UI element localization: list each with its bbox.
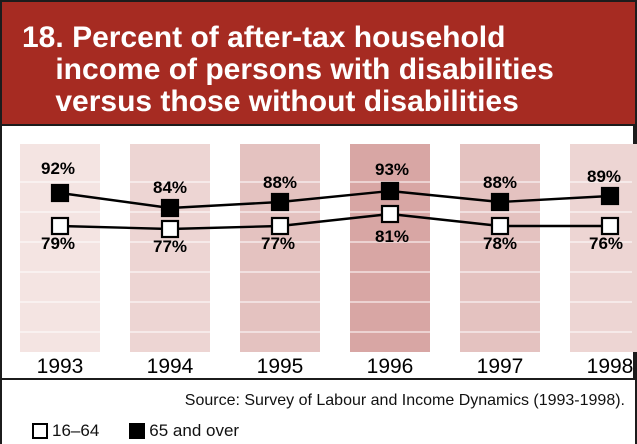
- title-bar: 18. Percent of after-tax household incom…: [0, 0, 637, 126]
- data-point-16-64-1998: [600, 216, 620, 236]
- data-point-16-64-1997: [490, 216, 510, 236]
- legend: 16–64 65 and over: [32, 420, 269, 442]
- data-label-65-over-1998: 89%: [587, 167, 621, 186]
- legend-label-65-over: 65 and over: [149, 421, 240, 440]
- legend-label-16-64: 16–64: [52, 421, 100, 440]
- title-line-3: versus those without disabilities: [55, 85, 519, 118]
- data-point-65-over-1994: [160, 198, 180, 218]
- x-tick-label-1996: 1996: [367, 355, 414, 378]
- data-label-16-64-1996: 81%: [375, 227, 409, 246]
- data-point-65-over-1998: [600, 186, 620, 206]
- data-point-65-over-1995: [270, 192, 290, 212]
- open-square-icon: [32, 423, 48, 439]
- x-tick-label-1998: 1998: [587, 355, 634, 378]
- chart-title: 18. Percent of after-tax household incom…: [22, 22, 632, 118]
- data-label-16-64-1993: 79%: [41, 234, 75, 253]
- data-label-16-64-1995: 77%: [261, 234, 295, 253]
- data-point-16-64-1994: [160, 219, 180, 239]
- data-label-65-over-1995: 88%: [263, 173, 297, 192]
- x-tick-label-1995: 1995: [257, 355, 304, 378]
- legend-item-65-over: 65 and over: [129, 421, 239, 441]
- x-tick-label-1993: 1993: [37, 355, 84, 378]
- x-tick-label-1994: 1994: [147, 355, 194, 378]
- data-point-16-64-1996: [380, 204, 400, 224]
- title-line-2: income of persons with disabilities: [55, 53, 554, 86]
- data-label-16-64-1997: 78%: [483, 234, 517, 253]
- year-band-1996: [350, 144, 430, 352]
- legend-item-16-64: 16–64: [32, 421, 99, 441]
- data-label-16-64-1994: 77%: [153, 237, 187, 256]
- data-point-65-over-1996: [380, 181, 400, 201]
- year-band-1993: [20, 144, 100, 352]
- data-label-65-over-1996: 93%: [375, 160, 409, 179]
- year-band-1998: [570, 144, 637, 352]
- data-label-65-over-1994: 84%: [153, 178, 187, 197]
- data-point-65-over-1997: [490, 192, 510, 212]
- data-point-16-64-1993: [50, 216, 70, 236]
- year-band-1995: [240, 144, 320, 352]
- filled-square-icon: [129, 423, 146, 439]
- data-label-16-64-1998: 76%: [589, 234, 623, 253]
- series-line-16-64: [59, 212, 610, 231]
- year-band-1994: [130, 144, 210, 352]
- x-tick-label-1997: 1997: [477, 355, 524, 378]
- data-label-65-over-1997: 88%: [483, 173, 517, 192]
- data-label-65-over-1993: 92%: [41, 159, 75, 178]
- data-point-65-over-1993: [50, 183, 70, 203]
- title-line-1: Percent of after-tax household: [72, 21, 506, 54]
- data-point-16-64-1995: [270, 216, 290, 236]
- source-note: Source: Survey of Labour and Income Dyna…: [184, 392, 625, 409]
- year-band-1997: [460, 144, 540, 352]
- title-number: 18.: [22, 21, 64, 54]
- series-line-65-over: [59, 189, 611, 210]
